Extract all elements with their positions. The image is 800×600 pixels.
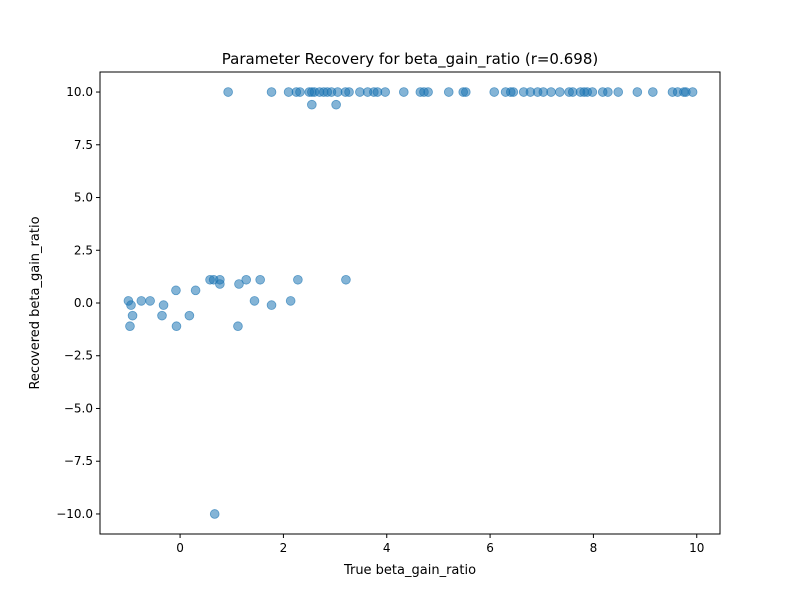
data-point xyxy=(285,296,296,306)
chart-title: Parameter Recovery for beta_gain_ratio (… xyxy=(222,50,598,69)
data-point xyxy=(489,87,500,97)
x-tick-label: 8 xyxy=(590,541,598,555)
data-point xyxy=(241,274,252,285)
x-tick-label: 10 xyxy=(689,541,704,555)
y-tick-label: −7.5 xyxy=(64,454,93,468)
data-point xyxy=(184,310,195,321)
data-point xyxy=(546,87,556,97)
data-point xyxy=(209,509,220,519)
data-point xyxy=(136,296,147,306)
data-point xyxy=(632,87,643,97)
x-tick-label: 0 xyxy=(176,541,184,555)
data-point xyxy=(341,274,351,285)
y-tick-label: −5.0 xyxy=(64,401,93,415)
x-tick-label: 4 xyxy=(383,541,391,555)
x-axis-label: True beta_gain_ratio xyxy=(343,563,476,578)
data-point xyxy=(295,87,305,97)
data-point xyxy=(158,300,169,310)
points-layer xyxy=(123,87,698,519)
data-point xyxy=(344,87,354,97)
y-tick-label: −10.0 xyxy=(56,507,93,521)
data-point xyxy=(687,87,698,97)
y-tick-label: 0.0 xyxy=(74,296,93,310)
x-tick-label: 6 xyxy=(486,541,494,555)
data-point xyxy=(603,87,613,97)
data-point xyxy=(190,285,201,296)
data-point xyxy=(266,87,277,97)
data-point xyxy=(126,300,136,310)
data-point xyxy=(234,279,244,289)
data-point xyxy=(380,87,391,97)
y-tick-label: 7.5 xyxy=(74,138,93,152)
data-point xyxy=(307,99,317,110)
data-point xyxy=(331,99,341,110)
data-point xyxy=(223,87,233,97)
x-tick-label: 2 xyxy=(280,541,288,555)
plot-frame xyxy=(99,71,721,535)
data-point xyxy=(587,87,598,97)
data-point xyxy=(249,296,260,306)
data-point xyxy=(171,321,182,332)
data-point xyxy=(423,87,433,97)
data-point xyxy=(145,296,155,306)
y-tick-label: −2.5 xyxy=(64,349,93,363)
data-point xyxy=(127,310,138,321)
data-point xyxy=(233,321,243,332)
data-point xyxy=(293,274,303,285)
y-tick-label: 5.0 xyxy=(74,191,93,205)
data-point xyxy=(648,87,658,97)
data-point xyxy=(443,87,454,97)
data-point xyxy=(613,87,624,97)
data-point xyxy=(255,274,265,285)
data-point xyxy=(555,87,565,97)
data-point xyxy=(125,321,135,332)
y-axis-label: Recovered beta_gain_ratio xyxy=(28,216,43,389)
data-point xyxy=(508,87,519,97)
data-point xyxy=(215,279,225,289)
data-point xyxy=(398,87,409,97)
data-point xyxy=(171,285,181,296)
data-point xyxy=(266,300,277,310)
y-tick-label: 2.5 xyxy=(74,243,93,257)
data-point xyxy=(157,310,167,321)
y-tick-label: 10.0 xyxy=(66,85,93,99)
ticks-layer: 0 2 4 6 8 10 −10.0 −7.5 −5.0 −2.5 0.0 2.5 5.0 7.5 10.0 xyxy=(56,85,704,555)
data-point xyxy=(460,87,471,97)
